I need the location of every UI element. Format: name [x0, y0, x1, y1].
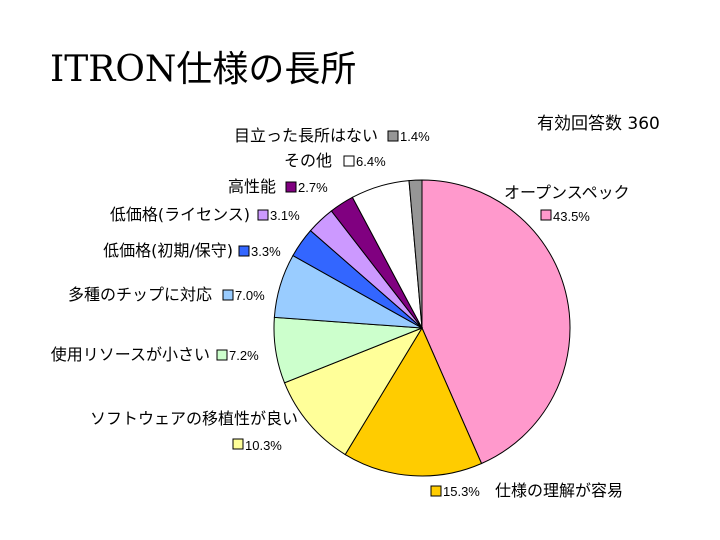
slice-label: 低価格(初期/保守): [103, 241, 233, 260]
slice-label: 使用リソースが小さい: [51, 345, 210, 364]
slice-label: オープンスペック: [504, 183, 630, 202]
pie-slice: [421, 179, 571, 465]
slice-label: 目立った長所はない: [234, 126, 378, 145]
chart-title: ITRON仕様の長所: [50, 49, 357, 90]
slice-color-key: [387, 130, 399, 142]
slice-percent-label: 7.0%: [235, 288, 265, 303]
pie-slice: [344, 326, 483, 477]
slice-label: 仕様の理解が容易: [495, 481, 623, 500]
slice-percent-label: 10.3%: [245, 438, 282, 453]
slice-percent-label: 3.1%: [270, 208, 300, 223]
slice-color-key: [232, 438, 244, 450]
slice-color-key: [257, 209, 269, 221]
slice-label: 低価格(ライセンス): [110, 205, 250, 224]
slice-label: ソフトウェアの移植性が良い: [90, 409, 298, 428]
respondent-count: 有効回答数 360: [537, 114, 660, 134]
slice-percent-label: 15.3%: [443, 484, 480, 499]
slice-color-key: [343, 155, 355, 167]
pie-slice: [408, 179, 423, 329]
slice-label: 多種のチップに対応: [68, 285, 212, 304]
slice-color-key: [216, 349, 228, 361]
slice-percent-label: 3.3%: [251, 244, 281, 259]
slice-percent-label: 6.4%: [356, 154, 386, 169]
slice-color-key: [430, 485, 442, 497]
slice-percent-label: 2.7%: [298, 180, 328, 195]
slice-percent-label: 1.4%: [400, 129, 430, 144]
slice-color-key: [238, 245, 250, 257]
slice-label: その他: [284, 151, 332, 170]
slice-color-key: [222, 289, 234, 301]
slice-color-key: [285, 181, 297, 193]
slice-label: 高性能: [228, 177, 276, 196]
slice-percent-label: 7.2%: [229, 348, 259, 363]
pie-slice: [283, 326, 424, 456]
slice-color-key: [540, 209, 552, 221]
slice-percent-label: 43.5%: [553, 209, 590, 224]
